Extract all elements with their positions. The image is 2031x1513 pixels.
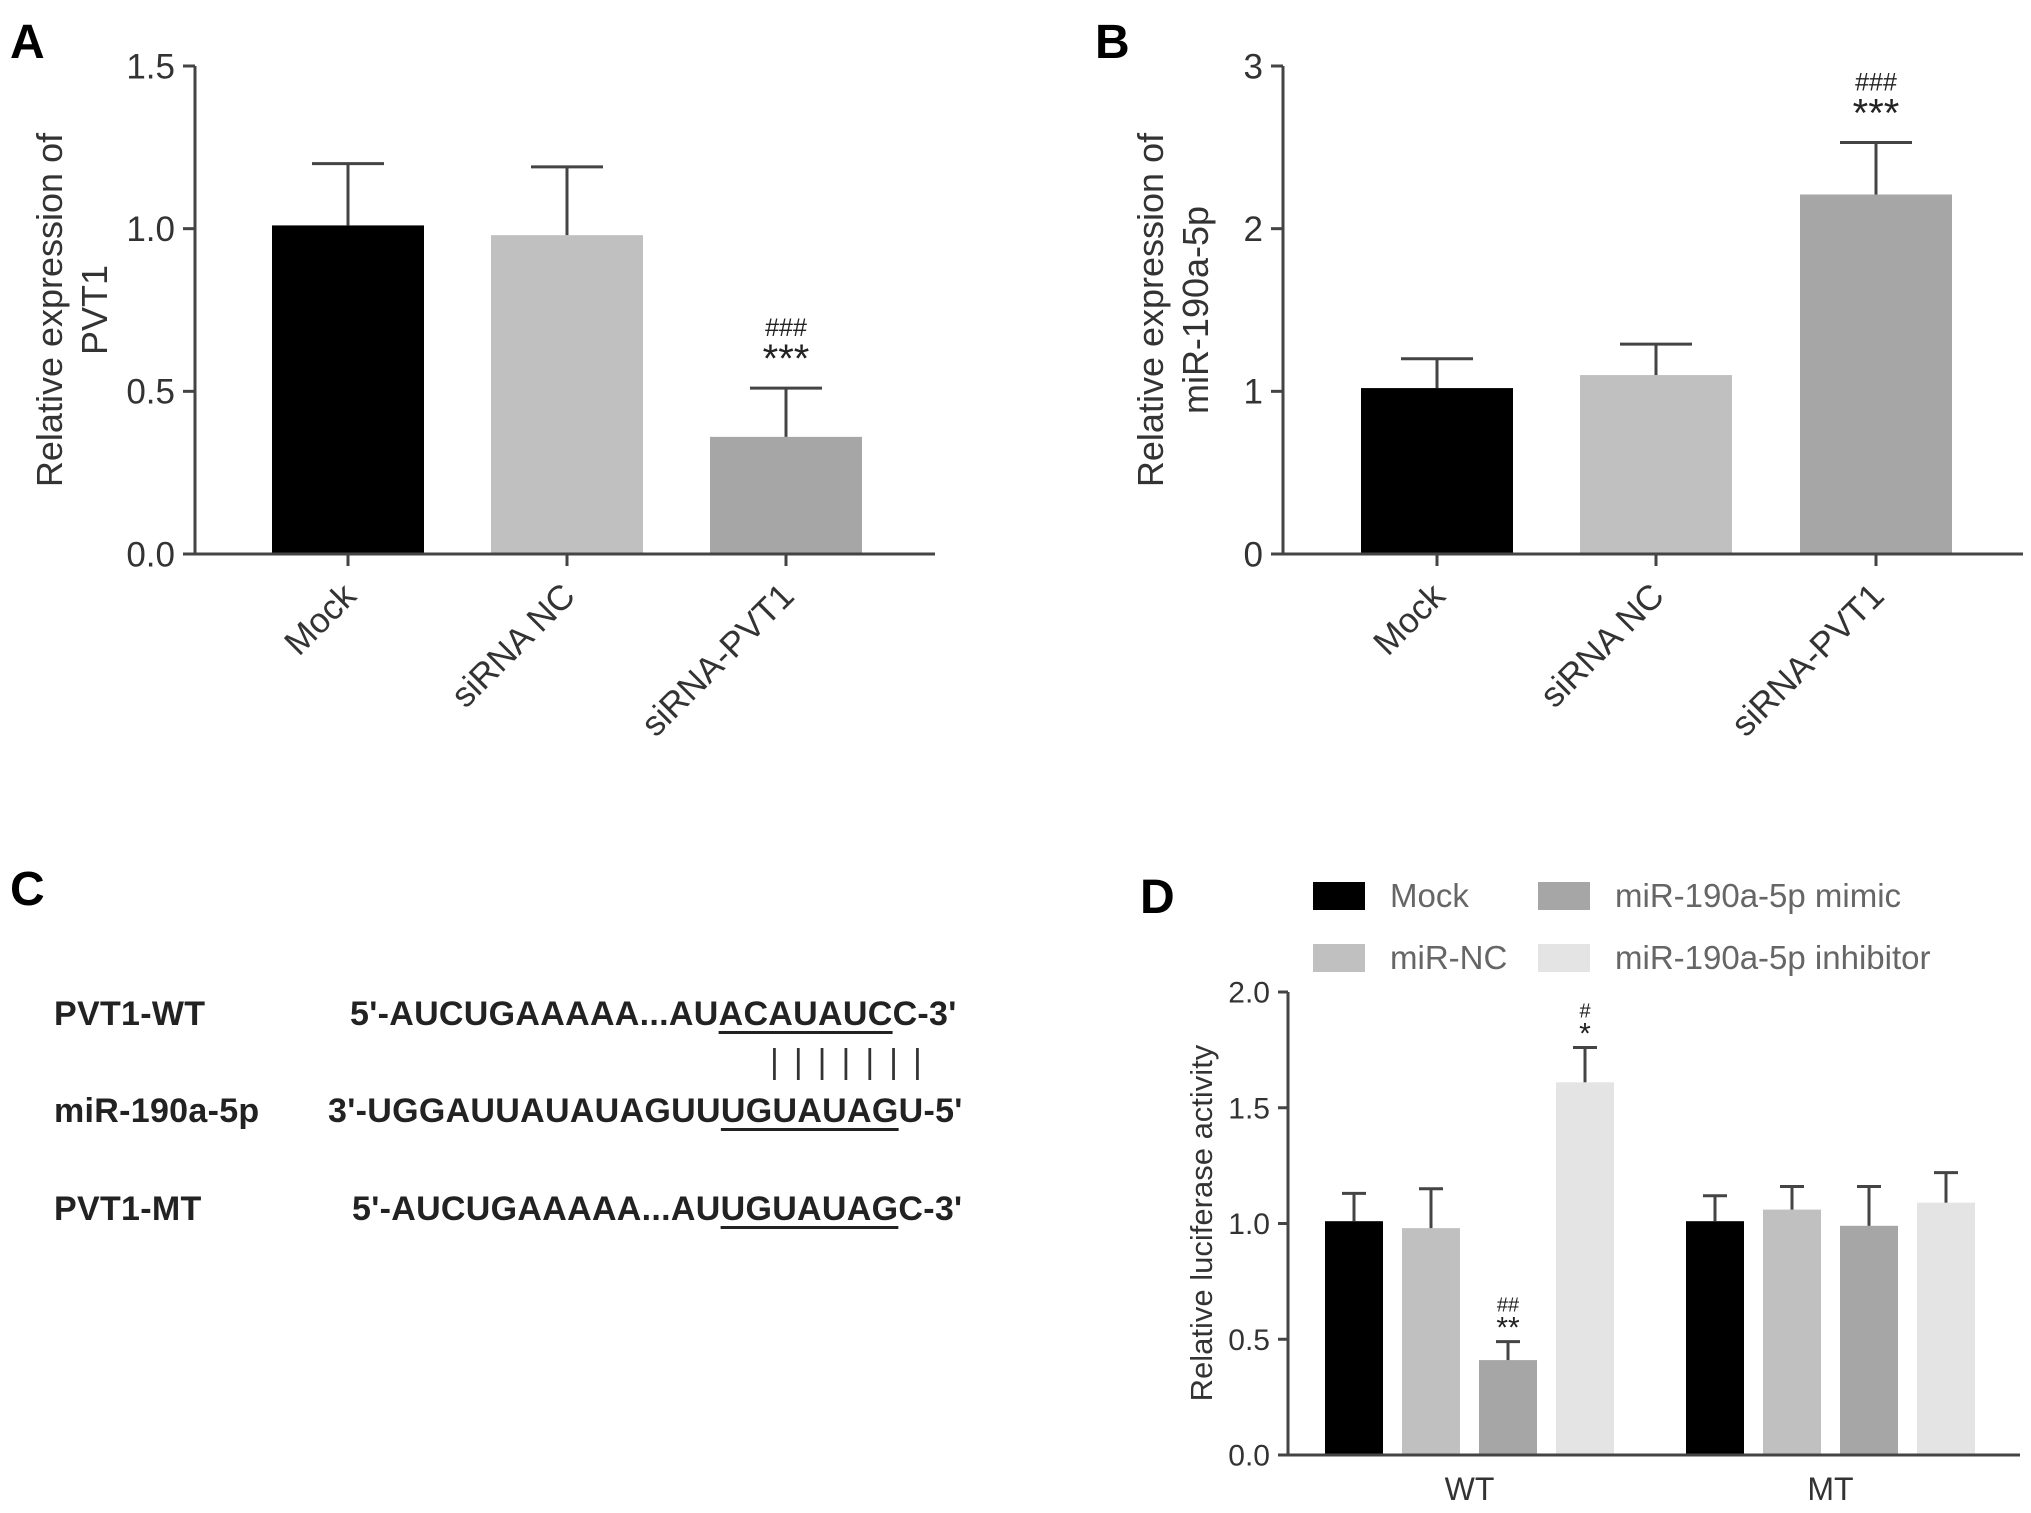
chart-a-bar — [710, 436, 862, 554]
chart-d-legend-swatch — [1313, 882, 1365, 910]
chart-b-significance-hash: ### — [1855, 68, 1897, 96]
chart-d-legend-swatch — [1538, 882, 1590, 910]
panel-label-d: D — [1140, 871, 1175, 924]
chart-d-category-label: WT — [1445, 1471, 1495, 1507]
chart-a-category-label: siRNA NC — [444, 576, 583, 715]
chart-d-y-axis-label: Relative luciferase activity — [1184, 1044, 1219, 1401]
chart-d-legend-label: miR-190a-5p mimic — [1615, 877, 1901, 914]
chart-d-category-label: MT — [1807, 1471, 1853, 1507]
chart-a-y-axis-label: Relative expression of — [29, 132, 70, 487]
chart-a-y-tick-label: 0.0 — [126, 535, 175, 574]
chart-d-luciferase-activity: WT MT 0.0 0.5 1.0 1.5 2.0 Relative luciferase a… — [1184, 877, 2020, 1507]
chart-d-legend-label: miR-NC — [1390, 939, 1507, 976]
chart-a-y-tick-label: 0.5 — [126, 373, 175, 412]
chart-d-significance-hash: ## — [1497, 1295, 1520, 1317]
chart-b-significance-stars: *** — [1853, 91, 1900, 135]
chart-d-bar — [1402, 1228, 1460, 1455]
chart-b-y-tick-label: 3 — [1244, 47, 1263, 86]
panel-label-a: A — [10, 16, 45, 69]
chart-d-y-tick-label: 1.5 — [1228, 1092, 1270, 1125]
chart-d-legend-label: miR-190a-5p inhibitor — [1615, 939, 1930, 976]
chart-b-relative-expression-mir190a: Mock siRNA NC siRNA-PVT1 0 1 2 3 Relative expre… — [1130, 47, 2023, 744]
chart-d-bar — [1763, 1209, 1821, 1455]
chart-a-significance-hash: ### — [765, 314, 807, 342]
chart-d-y-tick-label: 2.0 — [1228, 977, 1270, 1010]
chart-b-bar — [1580, 375, 1732, 554]
chart-a-y-tick-label: 1.0 — [126, 210, 175, 249]
chart-a-bar — [491, 235, 643, 554]
chart-d-bar — [1840, 1225, 1898, 1455]
chart-d-bar — [1556, 1082, 1614, 1455]
chart-d-significance-hash: # — [1579, 1001, 1591, 1023]
chart-d-bar — [1686, 1221, 1744, 1455]
chart-d-legend-swatch — [1538, 944, 1590, 972]
chart-d-legend-label: Mock — [1390, 877, 1469, 914]
chart-b-category-label: siRNA-PVT1 — [1724, 576, 1892, 744]
chart-a-category-label: Mock — [277, 576, 364, 663]
chart-d-legend-swatch — [1313, 944, 1365, 972]
chart-d-significance-stars: * — [1579, 1018, 1591, 1051]
chart-b-bar — [1800, 194, 1952, 555]
chart-d-y-tick-label: 0.5 — [1228, 1324, 1270, 1357]
chart-d-y-tick-label: 1.0 — [1228, 1208, 1270, 1241]
chart-d-bar — [1917, 1202, 1975, 1455]
chart-d-bar — [1325, 1221, 1383, 1455]
chart-a-category-label: siRNA-PVT1 — [634, 576, 802, 744]
chart-b-category-label: Mock — [1366, 576, 1453, 663]
chart-a-y-tick-label: 1.5 — [126, 47, 175, 86]
panel-label-c: C — [10, 863, 45, 916]
chart-a-significance-stars: *** — [763, 337, 810, 381]
chart-d-y-tick-label: 0.0 — [1228, 1440, 1270, 1473]
panel-label-b: B — [1095, 16, 1130, 69]
chart-a-bar — [272, 225, 424, 554]
chart-b-y-axis-label: miR-190a-5p — [1175, 206, 1216, 414]
chart-d-significance-stars: ** — [1496, 1312, 1520, 1345]
chart-b-y-tick-label: 0 — [1244, 535, 1263, 574]
chart-b-y-tick-label: 1 — [1244, 373, 1263, 412]
chart-b-y-axis-label: Relative expression of — [1130, 132, 1171, 487]
chart-a-y-axis-label: PVT1 — [74, 265, 115, 355]
chart-a-relative-expression-pvt1: Mock siRNA NC siRNA-PVT1 0.0 0.5 1.0 1.5 Relati… — [29, 47, 935, 744]
chart-b-y-tick-label: 2 — [1244, 210, 1263, 249]
chart-b-bar — [1361, 388, 1513, 554]
chart-d-bar — [1479, 1360, 1537, 1455]
chart-b-category-label: siRNA NC — [1533, 576, 1672, 715]
